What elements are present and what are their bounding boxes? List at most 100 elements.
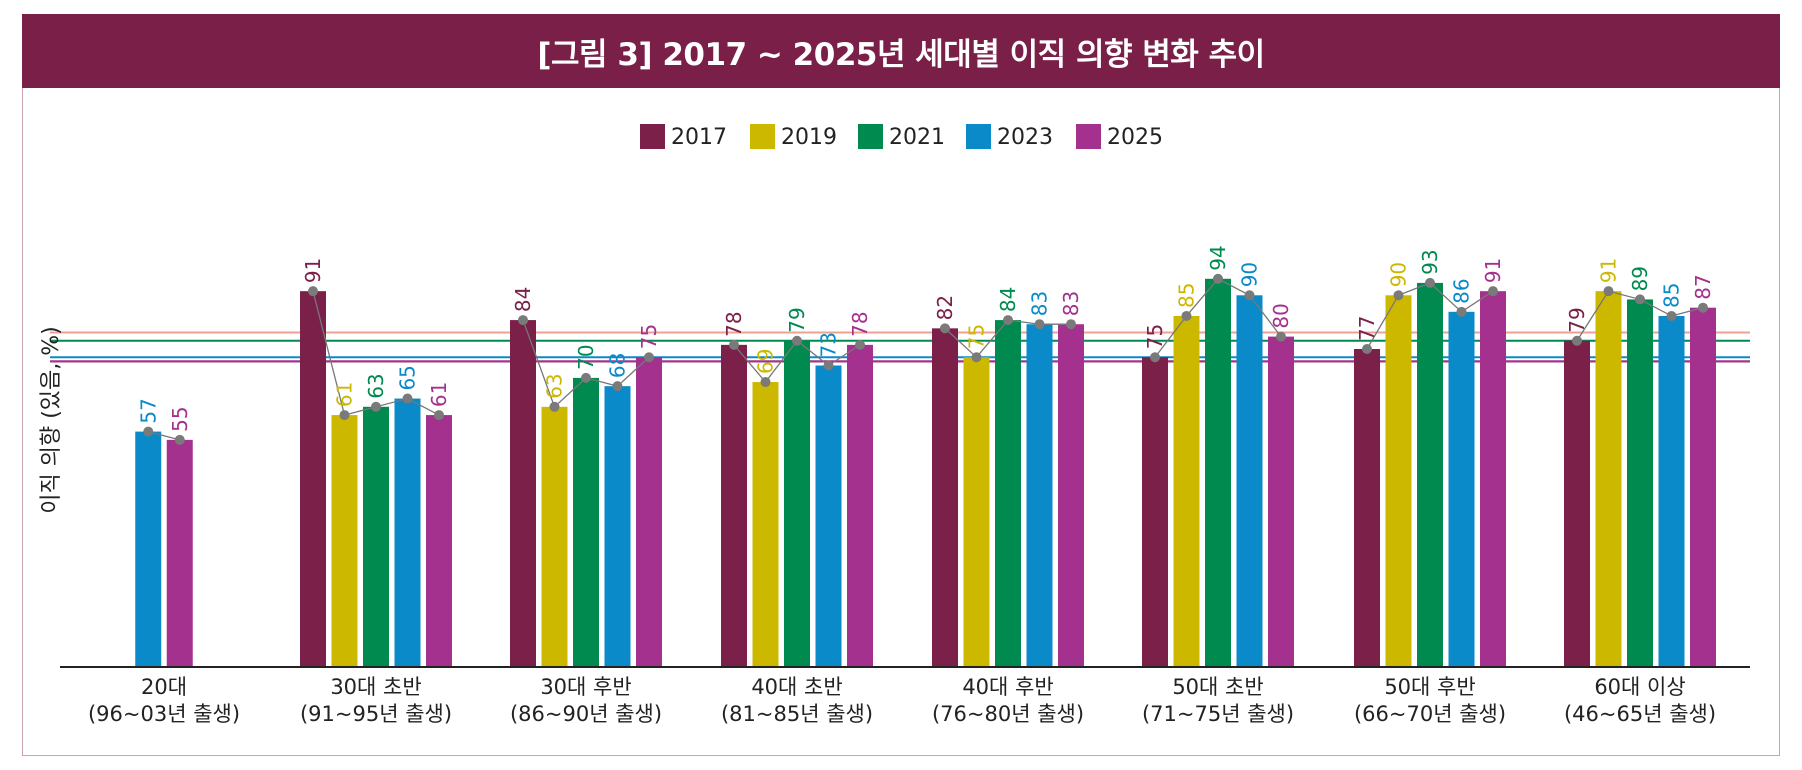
bar-2025-7 — [1690, 307, 1716, 667]
bar-2025-6 — [1480, 291, 1506, 667]
x-tick-label-5-1: (71~75년 출생) — [1142, 702, 1294, 726]
x-tick-labels: 20대 (96~03년 출생) 30대 초반 (91~95년 출생) 30대 후반 (86… — [88, 675, 1716, 726]
data-label-2021-5: 94 — [1206, 245, 1230, 270]
data-label-2025-2: 75 — [637, 324, 661, 349]
point-2021-2 — [581, 372, 591, 383]
x-tick-label-6-1: (66~70년 출생) — [1354, 702, 1506, 726]
bar-2025-3 — [847, 344, 873, 667]
data-label-2025-4: 83 — [1059, 291, 1083, 316]
bar-2023-3 — [815, 365, 842, 667]
point-2023-1 — [402, 393, 413, 404]
data-label-2017-3: 78 — [722, 311, 746, 336]
bar-2019-5 — [1173, 315, 1200, 667]
bar-2019-7 — [1595, 291, 1622, 667]
bar-2021-5 — [1205, 278, 1231, 667]
point-2023-5 — [1244, 290, 1255, 301]
x-tick-label-4-0: 40대 후반 — [962, 675, 1053, 699]
bar-2023-0 — [135, 431, 162, 667]
x-tick-label-7-0: 60대 이상 — [1594, 675, 1685, 699]
y-axis-label: 이직 의향 (있음, %) — [39, 326, 64, 513]
bar-2019-6 — [1385, 295, 1412, 667]
data-label-2017-7: 79 — [1565, 307, 1589, 332]
point-2025-1 — [434, 410, 444, 421]
point-2023-2 — [612, 381, 623, 392]
bar-2019-3 — [752, 382, 779, 667]
legend-label-2021: 2021 — [889, 125, 945, 150]
legend: 2017 2019 2021 2023 2025 — [640, 124, 1163, 150]
data-label-2019-1: 61 — [333, 382, 357, 407]
point-2021-6 — [1425, 277, 1435, 288]
data-label-2023-0: 57 — [136, 398, 160, 423]
legend-swatch-2019 — [750, 124, 775, 149]
x-tick-label-3-0: 40대 초반 — [751, 675, 842, 699]
data-label-2023-4: 83 — [1028, 291, 1052, 316]
data-label-2025-6: 91 — [1481, 258, 1505, 283]
point-2025-0 — [174, 434, 185, 445]
data-labels: 57 55 91 61 63 65 61 84 63 70 68 75 78 69 79 73 78 82 75 84… — [136, 245, 1715, 432]
legend-label-2023: 2023 — [997, 125, 1053, 150]
data-label-2023-1: 65 — [396, 365, 420, 390]
data-label-2023-7: 85 — [1660, 282, 1684, 307]
x-tick-label-2-1: (86~90년 출생) — [510, 702, 662, 726]
bar-2023-6 — [1448, 311, 1475, 667]
data-label-2017-1: 91 — [301, 258, 325, 283]
data-label-2017-6: 77 — [1355, 316, 1379, 341]
data-label-2019-4: 75 — [965, 324, 989, 349]
bar-2021-4 — [995, 320, 1021, 667]
data-label-2021-6: 93 — [1418, 249, 1442, 274]
x-tick-label-4-1: (76~80년 출생) — [932, 702, 1084, 726]
data-label-2025-1: 61 — [427, 382, 451, 407]
point-2025-7 — [1698, 302, 1708, 313]
point-2019-3 — [760, 377, 771, 388]
bar-2021-7 — [1627, 299, 1653, 667]
point-2019-4 — [971, 352, 982, 363]
bar-2021-3 — [784, 340, 810, 667]
point-2025-4 — [1066, 319, 1076, 330]
point-2023-6 — [1456, 306, 1467, 317]
point-2017-2 — [518, 315, 528, 326]
x-tick-label-7-1: (46~65년 출생) — [1564, 702, 1716, 726]
data-label-2023-5: 90 — [1238, 262, 1262, 287]
bar-2017-6 — [1354, 348, 1380, 667]
connector-0 — [148, 430, 180, 441]
point-2023-3 — [823, 360, 834, 371]
point-2019-1 — [339, 410, 350, 421]
point-2019-7 — [1603, 286, 1614, 297]
legend-swatch-2021 — [858, 124, 883, 149]
bar-2017-3 — [721, 344, 747, 667]
bar-2021-1 — [363, 406, 389, 667]
point-2023-0 — [143, 426, 154, 437]
data-label-2023-6: 86 — [1450, 278, 1474, 303]
bar-2023-2 — [604, 386, 631, 667]
x-tick-label-0-0: 20대 — [141, 675, 187, 699]
bar-2021-6 — [1417, 282, 1443, 667]
data-label-2017-5: 75 — [1143, 324, 1167, 349]
data-label-2023-3: 73 — [817, 332, 841, 357]
bar-2017-5 — [1142, 357, 1168, 667]
bar-2023-7 — [1658, 315, 1685, 667]
x-tick-label-5-0: 50대 초반 — [1172, 675, 1263, 699]
legend-label-2025: 2025 — [1107, 125, 1163, 150]
point-2017-4 — [940, 323, 950, 334]
point-2023-7 — [1666, 310, 1677, 321]
point-2023-4 — [1034, 319, 1045, 330]
point-2019-6 — [1393, 290, 1404, 301]
legend-label-2017: 2017 — [671, 125, 727, 150]
point-2021-3 — [792, 335, 802, 346]
point-2025-6 — [1488, 286, 1498, 297]
bar-2025-5 — [1268, 336, 1294, 667]
point-2019-5 — [1181, 310, 1192, 321]
bar-2017-2 — [510, 320, 536, 667]
point-2021-1 — [371, 401, 381, 412]
legend-label-2019: 2019 — [781, 125, 837, 150]
data-label-2021-2: 70 — [574, 344, 598, 369]
bar-2023-5 — [1236, 295, 1263, 667]
data-label-2019-3: 69 — [754, 349, 778, 374]
point-markers — [143, 273, 1708, 445]
bars-layer — [135, 278, 1716, 667]
bar-2023-1 — [394, 398, 421, 667]
point-2017-6 — [1362, 343, 1372, 354]
chart-title-bar: [그림 3] 2017 ~ 2025년 세대별 이직 의향 변화 추이 — [22, 14, 1780, 88]
point-2019-2 — [549, 401, 560, 412]
